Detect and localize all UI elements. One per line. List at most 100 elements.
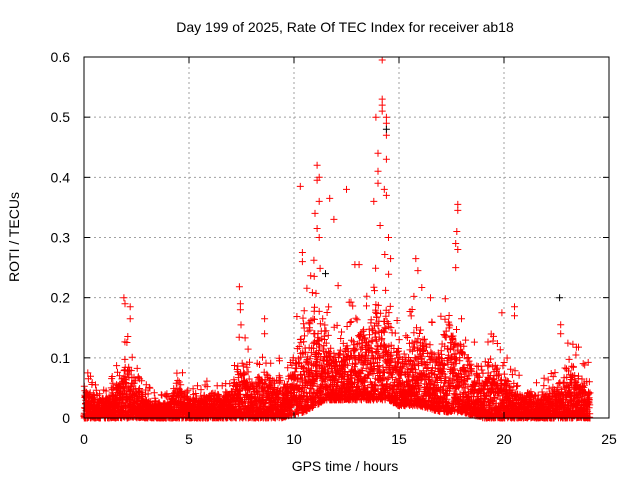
data-point xyxy=(322,327,330,335)
data-point xyxy=(128,353,136,361)
data-point xyxy=(311,360,319,368)
data-point xyxy=(261,400,269,408)
data-point xyxy=(394,354,402,362)
data-point xyxy=(373,313,381,321)
data-point xyxy=(353,340,361,348)
data-point xyxy=(324,331,332,339)
data-point xyxy=(470,338,478,346)
data-point xyxy=(243,363,251,371)
data-point xyxy=(385,270,393,278)
data-point xyxy=(321,321,329,329)
data-point xyxy=(408,347,416,355)
data-point xyxy=(372,264,380,272)
data-point xyxy=(379,373,387,381)
data-point xyxy=(414,335,422,343)
data-point xyxy=(231,362,238,369)
data-point xyxy=(113,362,121,370)
data-point xyxy=(540,374,548,382)
data-point xyxy=(349,338,357,346)
data-point xyxy=(144,390,152,398)
data-point xyxy=(183,388,191,396)
data-point xyxy=(311,315,318,323)
data-point xyxy=(306,320,314,328)
data-point xyxy=(102,387,110,395)
data-point xyxy=(333,367,341,375)
data-point xyxy=(184,386,192,394)
data-point xyxy=(312,289,320,297)
data-point xyxy=(461,367,469,374)
data-point xyxy=(408,306,416,313)
data-point xyxy=(413,324,420,332)
data-point xyxy=(259,353,266,361)
data-point xyxy=(397,363,405,371)
data-point xyxy=(226,380,234,388)
data-point xyxy=(411,343,418,351)
data-point xyxy=(438,369,446,377)
data-point xyxy=(408,339,416,347)
data-point xyxy=(385,309,393,317)
data-point xyxy=(150,389,158,397)
data-point xyxy=(383,347,390,355)
data-point xyxy=(322,339,330,347)
data-point xyxy=(371,287,378,295)
data-point xyxy=(333,321,341,329)
data-point xyxy=(407,357,415,364)
data-point xyxy=(402,332,410,340)
data-point xyxy=(92,381,99,389)
data-point xyxy=(366,331,373,339)
data-point xyxy=(374,322,382,330)
data-point xyxy=(293,364,301,372)
data-point xyxy=(430,351,438,359)
data-point xyxy=(319,315,327,323)
data-point xyxy=(237,321,245,329)
data-point xyxy=(301,348,309,356)
data-point xyxy=(351,347,359,355)
data-point xyxy=(313,356,321,364)
data-point xyxy=(189,385,197,393)
data-point xyxy=(284,364,292,372)
data-point xyxy=(114,368,121,376)
data-point xyxy=(327,344,335,352)
data-point xyxy=(299,314,307,322)
data-point xyxy=(315,347,323,355)
data-point xyxy=(341,368,349,375)
data-point xyxy=(418,352,426,360)
data-point xyxy=(411,361,418,369)
data-point xyxy=(551,369,559,377)
data-point xyxy=(416,330,423,337)
data-point xyxy=(365,371,373,379)
data-point xyxy=(378,335,386,343)
data-point xyxy=(96,390,104,398)
data-point xyxy=(441,295,449,303)
data-point xyxy=(395,358,403,366)
data-point xyxy=(275,389,283,397)
data-point xyxy=(445,351,453,359)
data-point xyxy=(301,332,308,340)
data-point xyxy=(387,361,395,369)
data-point xyxy=(458,315,465,323)
data-point xyxy=(407,312,415,320)
data-point xyxy=(235,333,243,341)
data-point xyxy=(446,322,454,330)
data-point xyxy=(339,339,347,347)
data-point xyxy=(121,355,129,363)
data-point xyxy=(124,333,132,340)
data-point xyxy=(244,345,252,353)
data-point xyxy=(92,386,100,394)
data-point xyxy=(241,379,249,387)
data-point xyxy=(316,264,324,272)
data-point xyxy=(145,383,153,391)
data-point xyxy=(197,386,205,394)
data-point xyxy=(370,283,378,291)
data-point xyxy=(384,374,392,382)
data-point xyxy=(289,354,297,362)
data-point xyxy=(300,320,308,328)
data-point xyxy=(438,355,446,362)
data-point xyxy=(478,366,486,374)
data-point xyxy=(294,409,302,417)
data-point xyxy=(306,326,314,334)
data-point xyxy=(410,292,418,300)
data-point xyxy=(346,319,354,326)
